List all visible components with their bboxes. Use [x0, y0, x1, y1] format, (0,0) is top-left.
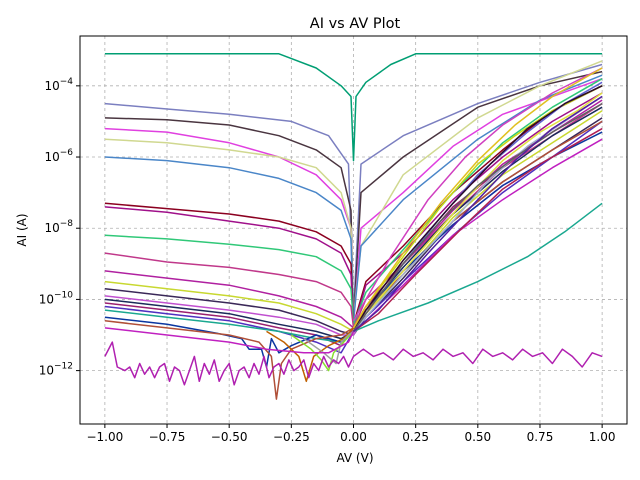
- y-tick-label: 10−10: [39, 290, 74, 306]
- series-line-5: [104, 60, 603, 318]
- x-tick-label: −0.75: [149, 430, 186, 444]
- x-tick-label: −0.50: [211, 430, 248, 444]
- x-axis-label: AV (V): [336, 451, 373, 465]
- series-line-29: [352, 85, 603, 332]
- series-line-1: [104, 53, 603, 162]
- series-line-25: [104, 341, 603, 386]
- series-line-32: [352, 102, 603, 332]
- x-axis: −1.00 −0.75 −0.50 −0.25 0.00 0.25 0.50 0.75 1.00: [86, 424, 615, 444]
- series-line-33: [352, 67, 603, 329]
- y-axis-label: AI (A): [15, 213, 29, 246]
- series-line-21: [266, 327, 355, 383]
- x-tick-label: 1.00: [589, 430, 616, 444]
- grid: [80, 36, 627, 424]
- series-line-30: [352, 95, 603, 332]
- y-tick-label: 10−4: [44, 77, 73, 93]
- series-line-3: [104, 70, 603, 322]
- series-line-22: [290, 330, 355, 372]
- series-line-34: [353, 127, 603, 333]
- chart-title: AI vs AV Plot: [310, 16, 401, 32]
- y-tick-label: 10−12: [39, 362, 73, 378]
- series-line-24: [104, 138, 603, 354]
- y-axis: 10−4 10−6 10−8 10−10 10−12: [39, 77, 80, 378]
- series-line-6: [104, 74, 603, 322]
- y-tick-label: 10−8: [44, 219, 73, 235]
- series-line-23: [303, 330, 354, 365]
- x-tick-label: 0.00: [340, 430, 367, 444]
- series-line-35: [353, 95, 603, 332]
- y-tick-label: 10−6: [44, 148, 73, 164]
- x-tick-label: −0.25: [273, 430, 310, 444]
- x-tick-label: 0.75: [527, 430, 554, 444]
- x-tick-label: −1.00: [86, 430, 123, 444]
- x-tick-label: 0.25: [402, 430, 429, 444]
- x-tick-label: 0.50: [464, 430, 491, 444]
- series-group: [104, 53, 603, 400]
- series-line-26: [352, 67, 603, 322]
